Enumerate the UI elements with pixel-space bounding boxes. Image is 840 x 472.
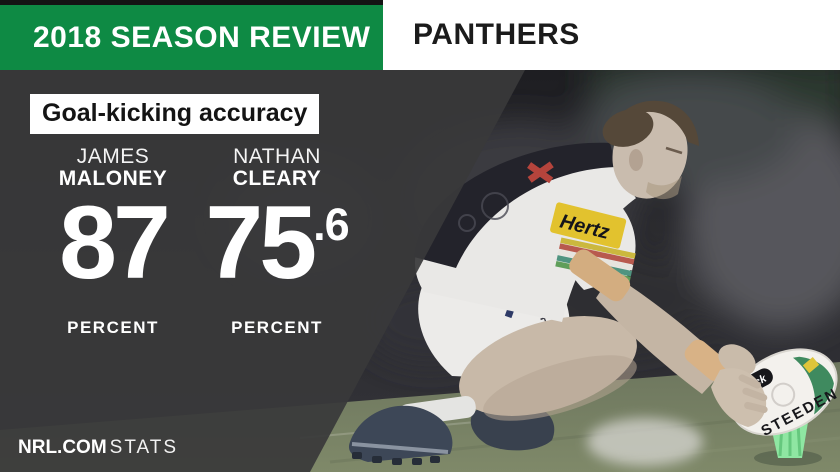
player-stat-cleary: NATHAN CLEARY 75.6 PERCENT [192, 146, 362, 338]
team-header: PANTHERS [383, 0, 840, 70]
stat-unit: PERCENT [67, 318, 159, 337]
brow-line [665, 146, 683, 155]
ear [629, 149, 643, 171]
player-first-name: JAMES [76, 145, 150, 168]
stat-value: 87 [59, 185, 171, 301]
jersey-sponsor-patch [550, 202, 627, 249]
player-last-name: MALONEY [58, 167, 168, 190]
player-first-name: NATHAN [233, 145, 321, 168]
thigh-shadow [483, 355, 637, 421]
player-arm [569, 249, 729, 394]
player-last-name: CLEARY [232, 167, 322, 190]
team-title: PANTHERS [413, 18, 580, 51]
nrl-stats-logo: NRL.COM STATS [18, 437, 178, 459]
player-stat-maloney: JAMES MALONEY 87 PERCENT [28, 146, 198, 338]
top-accent-bar [0, 0, 412, 5]
player-near-boot [348, 395, 476, 465]
jersey-sponsor-x-mark [527, 161, 554, 184]
stat-value: 75.6 [205, 185, 349, 301]
ball-stripe [792, 356, 834, 415]
player-hands [711, 344, 768, 427]
brand-light: STATS [109, 437, 179, 458]
brand-bold: NRL.COM [18, 437, 107, 458]
season-header: 2018 SEASON REVIEW [0, 5, 383, 70]
wrist-strapping [684, 339, 729, 382]
player-head [602, 100, 699, 200]
season-title: 2018 SEASON REVIEW [33, 20, 371, 54]
jersey-back-panel [414, 142, 616, 268]
stubble-shading [646, 176, 682, 200]
ball-league-logo [771, 382, 796, 407]
foreground-sock-blur [587, 418, 703, 466]
elbow-strapping [569, 249, 631, 302]
stat-unit: PERCENT [231, 318, 323, 337]
ball-yellow-patch [802, 357, 820, 374]
jersey-pattern-circles [458, 192, 509, 232]
stat-title: Goal-kicking accuracy [30, 94, 320, 134]
